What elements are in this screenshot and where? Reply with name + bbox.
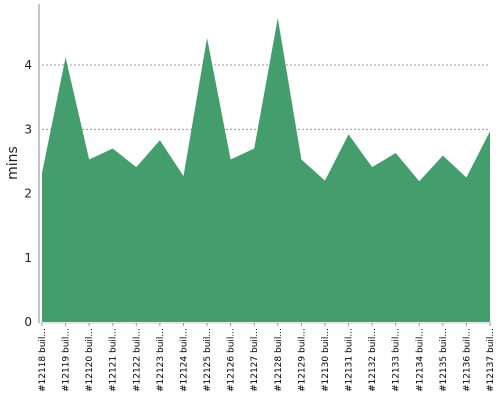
x-tick-label: #12127 buil... [250,328,260,392]
x-tick-label: #12128 buil... [274,328,284,392]
x-tick-label: #12133 buil... [392,328,402,392]
x-tick-label: #12131 buil... [345,328,355,392]
y-tick-label: 0 [24,315,32,329]
x-tick-label: #12135 buil... [439,328,449,392]
x-tick-label: #12136 buil... [462,328,472,392]
x-tick-label: #12137 buil... [486,328,496,392]
x-tick-label: #12132 buil... [368,328,378,392]
y-tick-label: 2 [24,187,32,201]
x-tick-label: #12124 buil... [179,328,189,392]
x-tick-label: #12122 buil... [132,328,142,392]
x-tick-label: #12123 buil... [156,328,166,392]
x-tick-label: #12119 buil... [62,328,72,392]
x-tick-label: #12129 buil... [297,328,307,392]
axes [38,4,492,324]
x-tick-label: #12125 buil... [203,328,213,392]
x-tick-label: #12126 buil... [227,328,237,392]
x-tick-label: #12134 buil... [415,328,425,392]
x-tick-label: #12130 buil... [321,328,331,392]
y-tick-label: 4 [24,58,32,72]
x-tick-label: #12120 buil... [85,328,95,392]
y-tick-label: 3 [24,122,32,136]
y-axis-label: mins [5,146,21,180]
x-tick-label: #12118 buil... [38,328,48,392]
build-duration-area [42,18,490,323]
y-axis-ticks: 0 1 2 3 4 [24,58,32,329]
x-tick-label: #12121 buil... [109,328,119,392]
x-axis-ticks: #12118 buil... #12119 buil... #12120 buil.… [38,323,496,392]
y-tick-label: 1 [24,251,32,265]
